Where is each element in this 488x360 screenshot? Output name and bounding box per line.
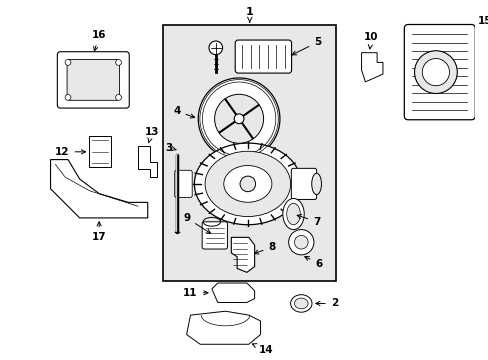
FancyBboxPatch shape [202, 222, 227, 249]
Polygon shape [211, 283, 254, 302]
Circle shape [116, 59, 121, 65]
Ellipse shape [282, 198, 304, 230]
Ellipse shape [194, 143, 301, 225]
Text: 7: 7 [297, 215, 320, 227]
Circle shape [422, 59, 448, 86]
Circle shape [65, 94, 71, 100]
Text: 5: 5 [291, 37, 321, 55]
FancyBboxPatch shape [404, 24, 474, 120]
Polygon shape [231, 237, 254, 273]
Text: 16: 16 [92, 30, 106, 51]
Circle shape [414, 51, 456, 94]
Text: 2: 2 [315, 298, 337, 309]
Ellipse shape [294, 298, 307, 309]
Text: 3: 3 [165, 143, 176, 153]
Text: 4: 4 [173, 106, 194, 118]
Circle shape [214, 94, 263, 143]
Circle shape [294, 235, 307, 249]
Text: 12: 12 [55, 147, 85, 157]
Circle shape [234, 114, 244, 124]
Bar [163, 26, 336, 281]
Ellipse shape [204, 151, 290, 217]
Ellipse shape [224, 166, 271, 202]
Polygon shape [138, 146, 157, 177]
FancyBboxPatch shape [67, 59, 119, 100]
Circle shape [65, 59, 71, 65]
FancyBboxPatch shape [291, 168, 316, 199]
Bar [89, 136, 111, 167]
FancyBboxPatch shape [57, 52, 129, 108]
Text: 15: 15 [477, 15, 488, 26]
Text: 13: 13 [144, 127, 159, 143]
Ellipse shape [286, 203, 300, 225]
Text: 1: 1 [245, 7, 253, 22]
Text: 10: 10 [363, 32, 378, 49]
Polygon shape [50, 159, 147, 218]
Text: 9: 9 [183, 213, 210, 233]
Text: 8: 8 [254, 242, 275, 254]
Ellipse shape [290, 295, 311, 312]
Text: 11: 11 [183, 288, 207, 298]
Circle shape [198, 78, 279, 159]
Circle shape [288, 230, 313, 255]
Text: 6: 6 [304, 257, 322, 269]
Ellipse shape [311, 173, 321, 195]
Polygon shape [361, 53, 382, 82]
Polygon shape [186, 311, 260, 344]
Circle shape [116, 94, 121, 100]
Circle shape [208, 41, 222, 55]
Text: 14: 14 [252, 344, 273, 355]
FancyBboxPatch shape [174, 170, 192, 198]
FancyBboxPatch shape [235, 40, 291, 73]
Circle shape [240, 176, 255, 192]
Text: 17: 17 [92, 222, 106, 242]
